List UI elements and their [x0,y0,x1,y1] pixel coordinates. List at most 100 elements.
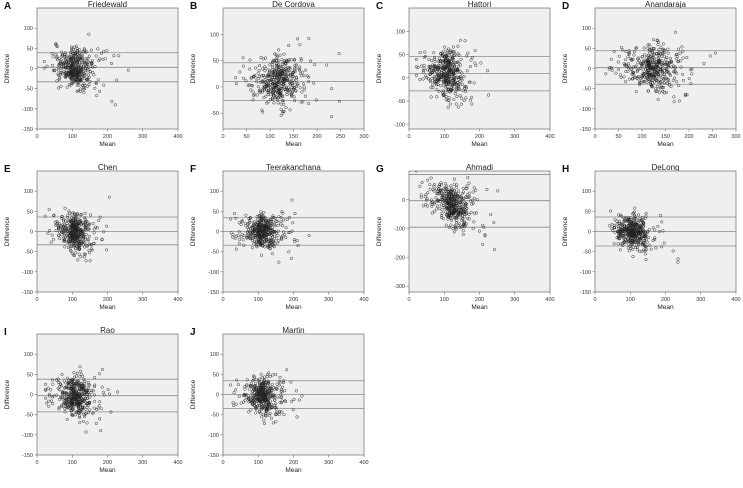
data-point [65,85,69,89]
data-point [281,83,285,87]
data-point [627,216,631,220]
data-point [269,386,273,390]
data-point [288,80,292,84]
data-point [86,57,90,61]
data-point [657,90,661,94]
data-point [657,47,661,51]
data-point [97,219,101,223]
data-point [471,201,475,205]
data-point [85,421,89,425]
data-point [307,80,311,84]
data-point [666,71,671,75]
data-point [98,400,102,404]
data-point [62,379,66,383]
data-point [272,73,276,77]
data-point [643,230,647,234]
data-point [66,392,70,396]
data-point [459,102,464,106]
data-point [265,74,269,78]
data-point [419,193,423,197]
data-point [62,238,66,242]
panel-title: Rao [100,326,115,335]
data-point [458,87,462,91]
data-point [660,245,664,249]
data-point [448,102,452,106]
data-point [666,47,670,51]
data-point [677,99,681,103]
data-point [240,219,244,223]
data-point [279,70,283,74]
data-point [452,212,456,216]
data-point [94,81,98,85]
data-point [619,213,623,217]
data-point [96,78,100,82]
data-point [282,381,286,385]
data-point [626,228,630,232]
data-point [93,65,97,69]
data-point [287,43,291,48]
data-point [60,227,64,231]
data-point [257,68,261,72]
plot-area [36,7,179,130]
data-point [86,388,90,392]
data-point [78,365,82,369]
data-point [432,51,436,55]
data-point [313,63,317,67]
data-point [81,419,85,423]
data-point [298,65,302,69]
x-tick-label: 400 [731,297,740,303]
data-point [257,404,261,408]
data-point [648,59,652,64]
data-point [325,63,329,67]
data-point [259,372,263,376]
data-point [452,80,456,84]
data-point [675,71,679,75]
data-point [273,84,277,88]
data-point [289,78,293,82]
data-point [72,54,76,58]
data-point [80,72,84,76]
data-point [444,53,448,57]
data-point [454,203,458,207]
data-point [246,84,250,88]
x-axis-label: Mean [657,304,674,311]
data-point [261,386,265,390]
scatter-points [607,206,680,264]
data-point [689,82,693,86]
data-point [77,389,81,393]
data-point [67,378,71,382]
data-point [254,411,258,415]
data-point [258,213,262,218]
data-point [77,245,82,249]
data-point [652,38,656,42]
data-point [253,231,257,235]
y-tick-label: -100 [22,433,33,439]
y-axis-label: Difference [376,216,383,246]
data-point [266,100,270,104]
data-point [82,399,86,403]
data-point [640,63,644,67]
data-point [82,50,86,54]
data-point [78,401,82,405]
data-point [57,397,61,401]
data-point [609,209,613,213]
data-point [251,399,255,403]
data-point [281,379,286,383]
data-point [272,230,276,234]
data-point [460,197,464,201]
data-point [298,43,302,47]
data-point [300,90,304,94]
data-point [655,39,659,43]
data-point [659,213,663,217]
data-point [254,223,258,227]
data-point [255,93,259,97]
data-point [442,75,446,79]
data-point [71,391,75,395]
data-point [256,398,261,402]
y-tick-label: -100 [394,122,405,128]
data-point [451,45,455,49]
data-point [631,65,635,69]
data-point [665,90,669,94]
data-point [87,32,91,36]
